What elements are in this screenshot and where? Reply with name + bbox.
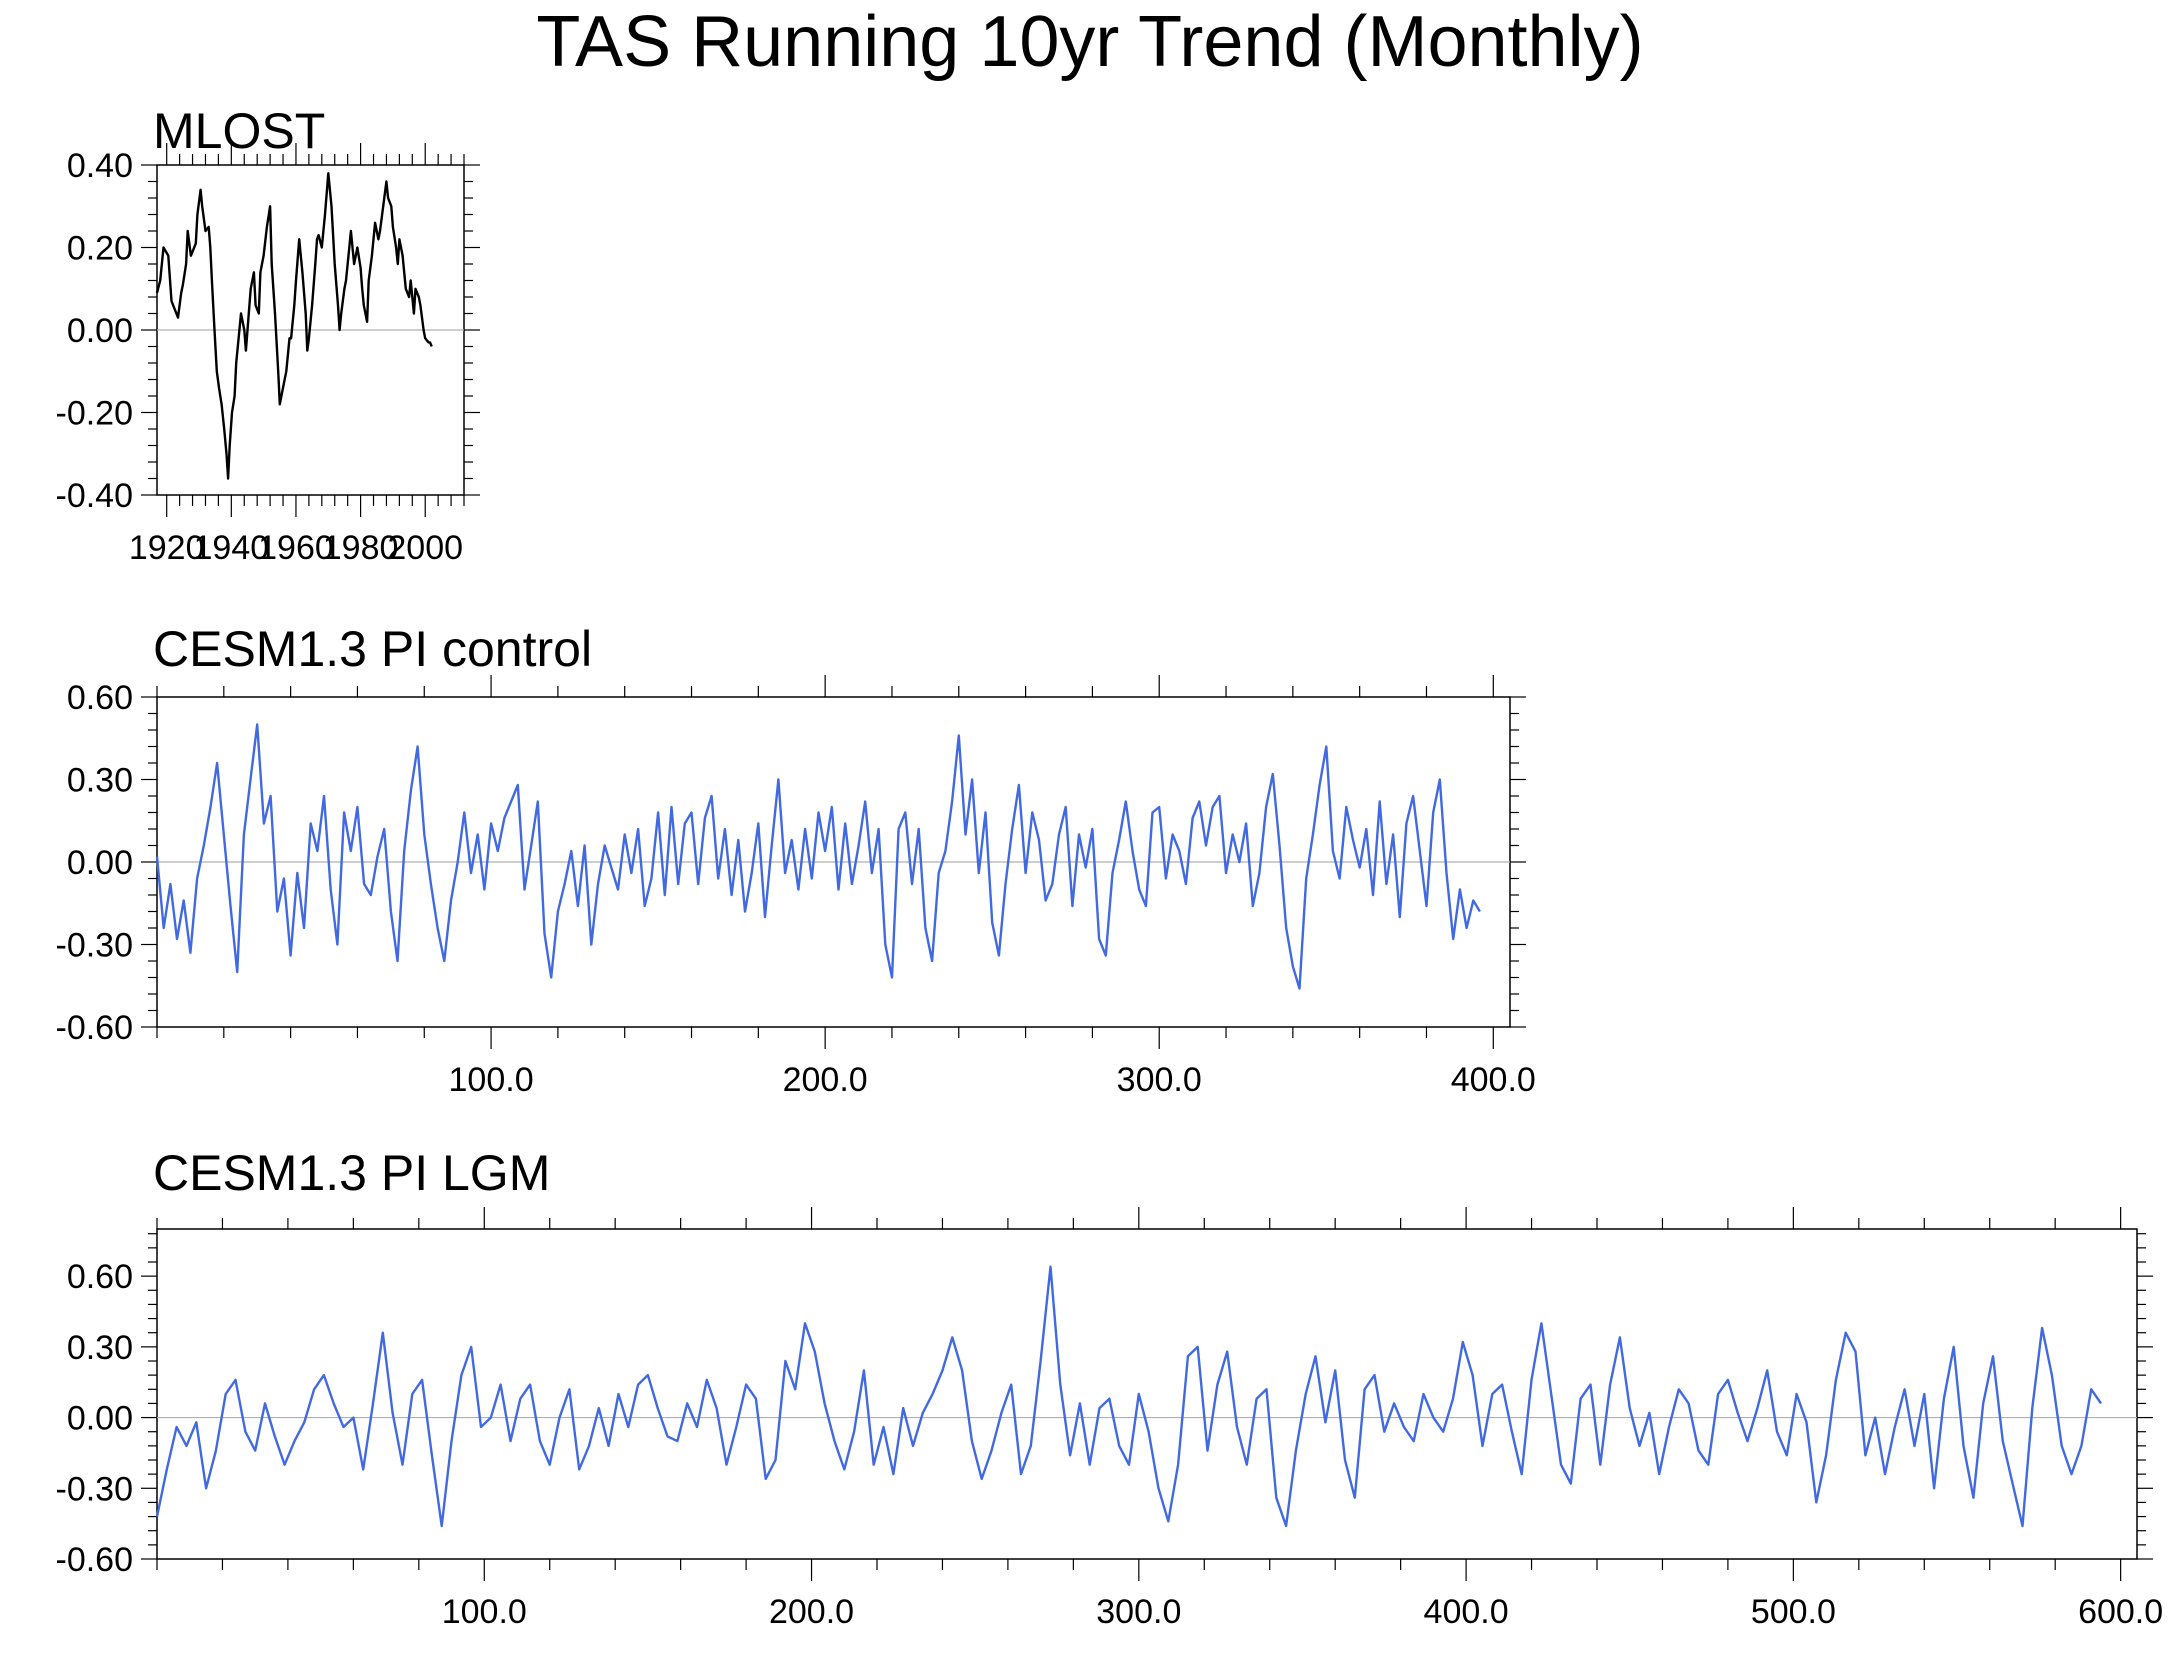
x-tick-label: 2000 [387,529,463,567]
x-tick-label: 1960 [258,529,334,567]
x-tick-label: 1980 [323,529,399,567]
x-tick-label: 1940 [194,529,270,567]
y-tick-label: -0.30 [56,927,134,965]
y-tick-label: 0.60 [67,1258,133,1296]
x-tick-label: 300.0 [1096,1593,1181,1631]
y-tick-label: 0.00 [67,1400,133,1438]
y-tick-label: -0.20 [56,395,134,433]
y-tick-label: 0.30 [67,1329,133,1367]
x-tick-label: 500.0 [1751,1593,1836,1631]
x-tick-label: 300.0 [1117,1061,1202,1099]
y-tick-label: -0.40 [56,477,134,515]
x-tick-label: 100.0 [442,1593,527,1631]
y-tick-label: -0.30 [56,1470,134,1508]
y-tick-label: -0.60 [56,1009,134,1047]
y-tick-label: 0.30 [67,762,133,800]
panel-title: CESM1.3 PI LGM [153,1145,550,1201]
figure-title: TAS Running 10yr Trend (Monthly) [536,2,1643,82]
x-tick-label: 1920 [129,529,205,567]
chart-panels: MLOST-0.40-0.200.000.200.401920194019601… [56,103,2164,1631]
chart-panel-1: MLOST -0.40 -0.20 0.00 0.20 0.40 1920194019601… [56,103,480,567]
x-tick-label: 200.0 [783,1061,868,1099]
x-tick-label: 400.0 [1451,1061,1536,1099]
y-tick-label: 0.20 [67,230,133,268]
y-tick-label: 0.40 [67,147,133,185]
x-tick-label: 600.0 [2078,1593,2163,1631]
x-tick-label: 400.0 [1424,1593,1509,1631]
panel-title: MLOST [153,103,325,159]
y-tick-label: -0.60 [56,1541,134,1579]
chart-panel-3: CESM1.3 PI LGM -0.60 -0.30 0.00 0.30 0.60 100.… [56,1145,2164,1631]
series-line-1 [155,172,433,480]
series-line-1 [155,723,1481,990]
plot-frame [156,1228,2138,1560]
panel-title: CESM1.3 PI control [153,621,592,677]
chart-panel-2: CESM1.3 PI control -0.60 -0.30 0.00 0.30 0.60… [56,621,1536,1099]
x-tick-label: 200.0 [769,1593,854,1631]
y-tick-label: 0.60 [67,679,133,717]
series-line-1 [155,1265,2102,1528]
y-tick-label: 0.00 [67,312,133,350]
y-tick-label: 0.00 [67,844,133,882]
x-tick-label: 100.0 [449,1061,534,1099]
